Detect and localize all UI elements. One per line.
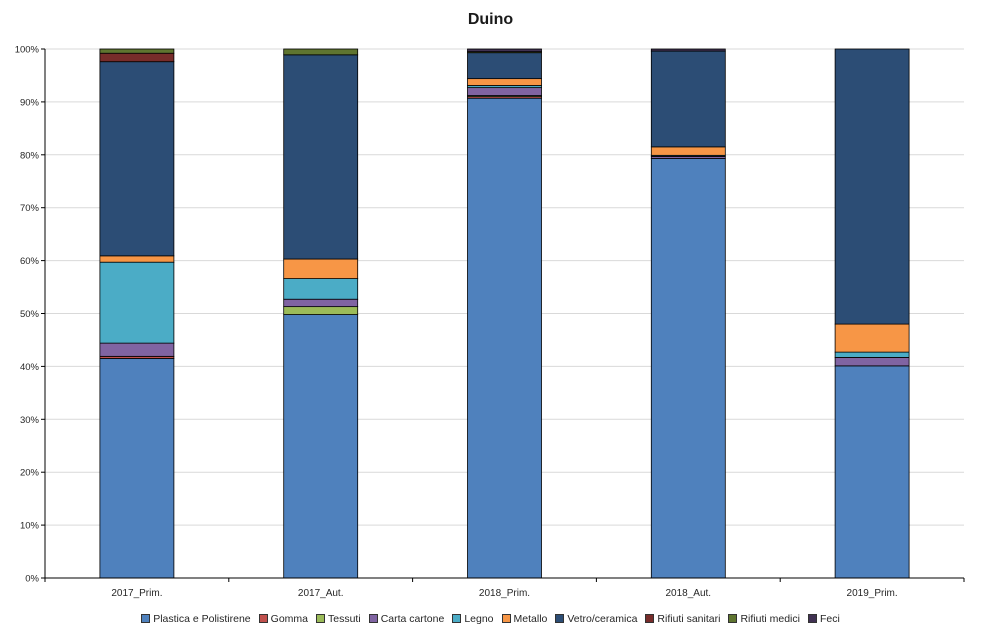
- y-tick-label: 70%: [20, 203, 40, 214]
- x-tick-label: 2019_Prim.: [847, 588, 898, 599]
- legend-label: Gomma: [270, 613, 308, 626]
- bar-segment-vetro-ceramica: [283, 54, 359, 260]
- legend-swatch: [728, 613, 738, 623]
- legend-swatch: [645, 613, 655, 623]
- y-tick-label: 90%: [20, 97, 40, 108]
- y-tick-label: 50%: [20, 309, 40, 320]
- bar-segment-legno: [834, 351, 910, 358]
- bar-segment-plastica-e-polistirene: [99, 358, 175, 579]
- bar-segment-vetro-ceramica: [99, 61, 175, 257]
- y-tick-label: 40%: [20, 362, 40, 373]
- bar-segment-vetro-ceramica: [650, 50, 726, 148]
- legend-swatch: [807, 613, 817, 623]
- legend-item: Rifiuti medici: [728, 613, 800, 625]
- legend-item: Tessuti: [316, 613, 361, 625]
- chart-title: Duino: [467, 11, 514, 28]
- bar-segment-metallo: [467, 78, 542, 86]
- bar-segment-vetro-ceramica: [467, 52, 542, 80]
- x-tick-label: 2018_Aut.: [665, 588, 711, 599]
- y-tick-label: 10%: [20, 521, 40, 532]
- legend-item: Vetro/ceramica: [555, 613, 637, 625]
- legend-item: Legno: [452, 613, 494, 626]
- x-tick-label: 2018_Prim.: [479, 588, 530, 599]
- y-tick-label: 0%: [25, 574, 39, 585]
- bar-segment-plastica-e-polistirene: [834, 365, 910, 579]
- bar-segment-metallo: [99, 255, 175, 263]
- legend-swatch: [555, 613, 565, 623]
- x-tick-label: 2017_Aut.: [298, 588, 344, 599]
- legend-label: Vetro/ceramica: [567, 613, 638, 626]
- bar-segment-feci: [467, 48, 542, 53]
- bar-segment-plastica-e-polistirene: [467, 97, 542, 579]
- bar-segment-metallo: [834, 323, 910, 353]
- legend-label: Tessuti: [328, 613, 361, 626]
- legend-label: Carta cartone: [380, 613, 445, 626]
- legend-label: Rifiuti medici: [740, 613, 800, 626]
- bar-segment-vetro-ceramica: [834, 48, 910, 325]
- legend-swatch: [368, 613, 378, 623]
- bar-segment-carta-cartone: [834, 357, 910, 367]
- legend-swatch: [316, 613, 325, 623]
- bar-segment-rifiuti-medici: [99, 48, 175, 54]
- bar-segment-carta-cartone: [99, 342, 175, 357]
- bar-segment-rifiuti-medici: [283, 48, 359, 56]
- legend-label: Rifiuti sanitari: [657, 613, 721, 626]
- legend-swatch: [452, 613, 462, 623]
- legend-item: Plastica e Polistirene: [141, 613, 251, 626]
- bar-segment-rifiuti-sanitari: [99, 52, 175, 63]
- legend-swatch: [501, 613, 511, 623]
- bar-segment-metallo: [650, 146, 726, 156]
- bar-segment-metallo: [283, 258, 359, 279]
- bar-segment-feci: [650, 48, 726, 52]
- legend-item: Rifiuti sanitari: [645, 613, 720, 625]
- bar-segment-plastica-e-polistirene: [650, 158, 726, 579]
- chart-legend: Plastica e Polistirene Gomma Tessuti Carta …: [0, 613, 981, 625]
- bar-segment-legno: [99, 261, 175, 344]
- bar-segment-carta-cartone: [467, 87, 542, 96]
- x-tick-label: 2017_Prim.: [111, 588, 162, 599]
- legend-label: Feci: [819, 613, 840, 626]
- bar-segment-tessuti: [283, 306, 359, 315]
- legend-item: Feci: [807, 613, 840, 626]
- legend-swatch: [258, 613, 268, 623]
- y-tick-label: 60%: [20, 256, 40, 267]
- legend-item: Gomma: [258, 613, 308, 626]
- legend-label: Plastica e Polistirene: [153, 613, 251, 626]
- y-tick-label: 30%: [20, 415, 40, 426]
- y-tick-label: 80%: [20, 150, 40, 161]
- bar-segment-legno: [283, 278, 359, 300]
- legend-label: Metallo: [513, 613, 548, 626]
- y-tick-label: 100%: [15, 45, 40, 56]
- y-tick-label: 20%: [20, 468, 40, 479]
- bar-segment-carta-cartone: [283, 298, 359, 308]
- legend-item: Carta cartone: [368, 613, 445, 626]
- legend-label: Legno: [464, 613, 494, 626]
- legend-item: Metallo: [501, 613, 548, 626]
- bar-segment-plastica-e-polistirene: [283, 314, 359, 579]
- legend-swatch: [141, 613, 151, 623]
